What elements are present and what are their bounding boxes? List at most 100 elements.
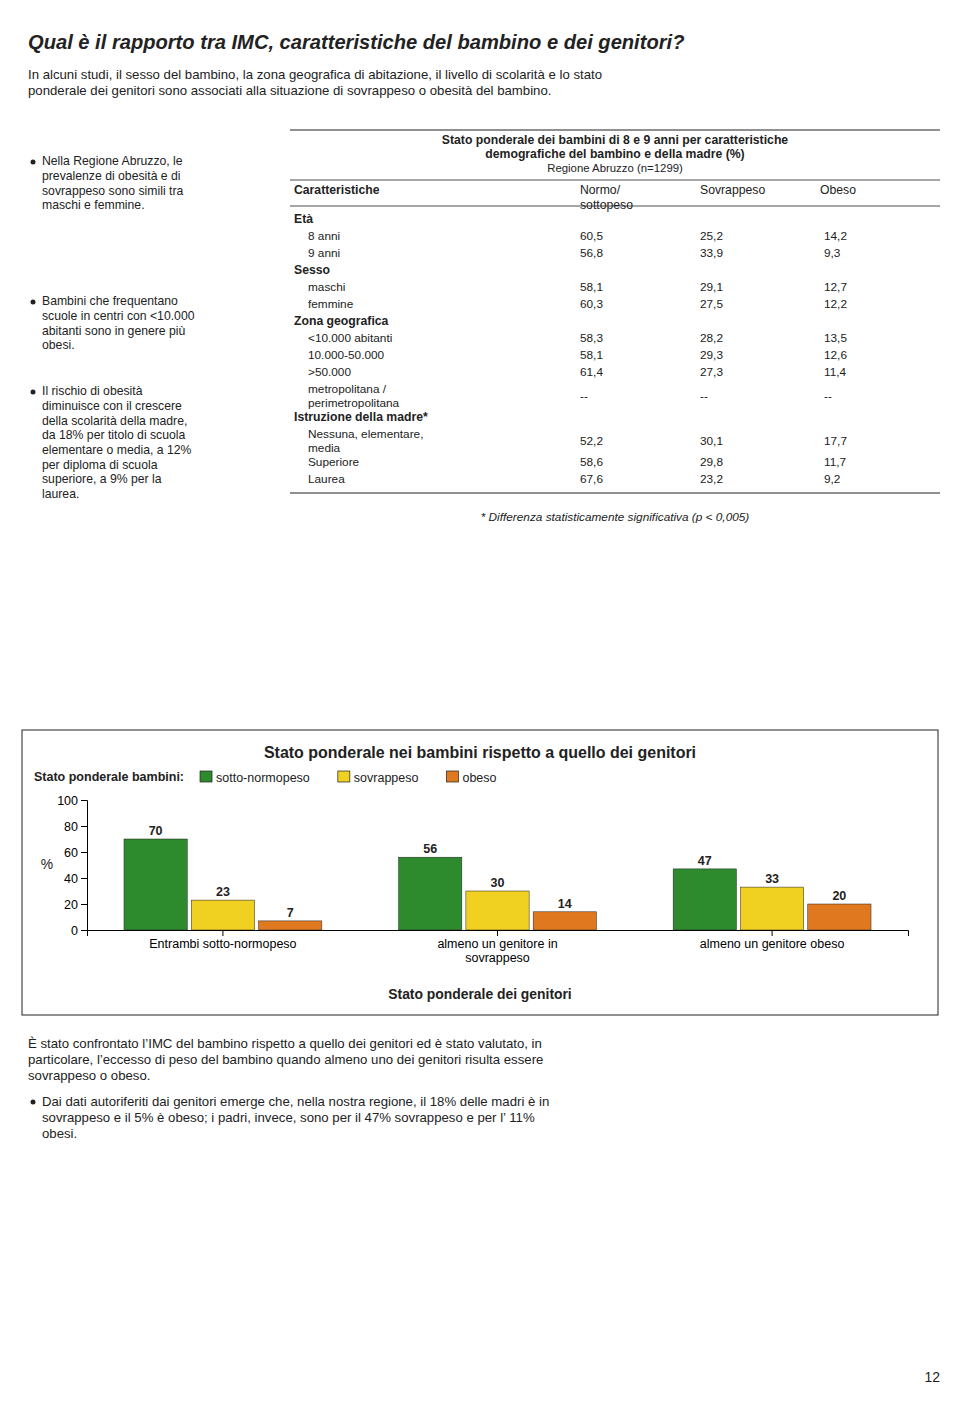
bar bbox=[466, 891, 529, 930]
tick-label: 60 bbox=[64, 846, 78, 860]
footnote-line: * Differenza statisticamente significati… bbox=[481, 510, 750, 524]
bullet-text-line: elementare o media, a 12% bbox=[42, 443, 192, 457]
column-header-line: Sovrappeso bbox=[700, 183, 765, 197]
table-cell-line: 11,4 bbox=[824, 365, 847, 379]
data-label: 7 bbox=[287, 906, 294, 920]
table-cell: 25,2 bbox=[700, 229, 723, 243]
data-label: 14 bbox=[558, 897, 572, 911]
bottom-text-line: È stato confrontato l’IMC del bambino ri… bbox=[28, 1036, 542, 1051]
table-label: Nessuna, elementare,media bbox=[308, 427, 423, 455]
bullet-text: Il rischio di obesitàdiminuisce con il c… bbox=[42, 384, 192, 501]
column-header-line: Obeso bbox=[820, 183, 856, 197]
column-header: Obeso bbox=[820, 183, 856, 197]
table-cell-line: 11,7 bbox=[824, 455, 846, 469]
bottom-bullet-text-line: obesi. bbox=[42, 1126, 77, 1141]
table-cell-line: 56,8 bbox=[580, 246, 603, 260]
tick-mark bbox=[772, 930, 773, 936]
table-cell: 12,6 bbox=[824, 348, 847, 362]
page: Qual è il rapporto tra IMC, caratteristi… bbox=[0, 0, 960, 1401]
table-cell: 9,3 bbox=[824, 246, 841, 260]
table-label: 10.000-50.000 bbox=[308, 348, 385, 362]
data-label: 56 bbox=[423, 842, 437, 856]
tick-mark bbox=[497, 930, 498, 936]
table-cell-line: 12,6 bbox=[824, 348, 847, 362]
bar bbox=[259, 921, 322, 930]
legend-swatch bbox=[200, 771, 212, 782]
bullet-text-line: prevalenze di obesità e di bbox=[42, 169, 181, 183]
table-cell-line: -- bbox=[824, 389, 832, 403]
bullet-text-line: della scolarità della madre, bbox=[42, 414, 187, 428]
data-label: 47 bbox=[698, 854, 712, 868]
intro-text-line: ponderale dei genitori sono associati al… bbox=[28, 83, 551, 98]
x-axis-title-line: Stato ponderale dei genitori bbox=[388, 986, 571, 1002]
tick: 60 bbox=[64, 846, 87, 860]
table-cell-line: 58,6 bbox=[580, 455, 603, 469]
bottom-text-line: particolare, l’eccesso di peso del bambi… bbox=[28, 1052, 543, 1067]
legend-label: obeso bbox=[462, 771, 496, 785]
table-cell: 23,2 bbox=[700, 472, 723, 486]
table-cell-line: 58,1 bbox=[580, 348, 603, 362]
page-title-line: Qual è il rapporto tra IMC, caratteristi… bbox=[28, 31, 684, 53]
table-cell: 58,6 bbox=[580, 455, 603, 469]
column-header-line: sottopeso bbox=[580, 198, 633, 212]
bar bbox=[740, 887, 803, 930]
bullet-text-line: diminuisce con il crescere bbox=[42, 399, 182, 413]
table-cell: 17,7 bbox=[824, 434, 847, 448]
tick-mark bbox=[81, 878, 87, 879]
table-cell-line: 67,6 bbox=[580, 472, 603, 486]
table-cell-line: -- bbox=[580, 389, 588, 403]
tick-mark bbox=[81, 852, 87, 853]
table-cell-line: 27,3 bbox=[700, 365, 723, 379]
column-header: Normo/sottopeso bbox=[580, 183, 633, 212]
table-cell-line: 13,5 bbox=[824, 331, 847, 345]
table-cell: -- bbox=[824, 389, 832, 403]
bullet-text-line: maschi e femmine. bbox=[42, 198, 145, 212]
legend-item: sovrappeso bbox=[338, 771, 419, 785]
table-cell: 11,7 bbox=[824, 455, 846, 469]
table-cell-line: 60,5 bbox=[580, 229, 603, 243]
table-cell: 61,4 bbox=[580, 365, 603, 379]
table-cell: 58,1 bbox=[580, 280, 603, 294]
bullet bbox=[31, 300, 36, 305]
bullet-text-line: laurea. bbox=[42, 487, 79, 501]
bullet-text-line: superiore, a 9% per la bbox=[42, 472, 162, 486]
tick: 20 bbox=[64, 898, 87, 912]
bullet bbox=[31, 1100, 36, 1105]
tick-label: 0 bbox=[71, 924, 78, 938]
bottom-text: È stato confrontato l’IMC del bambino ri… bbox=[28, 1036, 543, 1083]
table-label-line: perimetropolitana bbox=[308, 396, 400, 410]
table-label-line: Superiore bbox=[308, 455, 360, 469]
table-label-line: femmine bbox=[308, 297, 354, 311]
bar bbox=[533, 912, 596, 930]
table-cell: 56,8 bbox=[580, 246, 603, 260]
table-label: >50.000 bbox=[308, 365, 351, 379]
bar bbox=[399, 857, 462, 930]
table-cell: 11,4 bbox=[824, 365, 847, 379]
table-title-line: Stato ponderale dei bambini di 8 e 9 ann… bbox=[442, 133, 788, 147]
table-cell: 12,7 bbox=[824, 280, 847, 294]
tick-label-line: almeno un genitore in bbox=[437, 937, 557, 951]
bottom-text-line: sovrappeso o obeso. bbox=[28, 1068, 150, 1083]
tick: almeno un genitore obeso bbox=[700, 930, 845, 951]
table-section-line: Età bbox=[294, 212, 313, 226]
table-cell: 28,2 bbox=[700, 331, 723, 345]
bar bbox=[191, 900, 254, 930]
legend-label-line: sovrappeso bbox=[354, 771, 419, 785]
table-cell-line: 9,3 bbox=[824, 246, 841, 260]
table-label-line: 10.000-50.000 bbox=[308, 348, 385, 362]
chart-title-line: Stato ponderale nei bambini rispetto a q… bbox=[264, 744, 696, 761]
column-header-line: Caratteristiche bbox=[294, 183, 380, 197]
intro-text-line: In alcuni studi, il sesso del bambino, l… bbox=[28, 67, 602, 82]
bottom-bullet-text: Dai dati autoriferiti dai genitori emerg… bbox=[42, 1094, 549, 1141]
table-cell-line: 28,2 bbox=[700, 331, 723, 345]
table-cell-line: 14,2 bbox=[824, 229, 847, 243]
table-cell: 29,8 bbox=[700, 455, 723, 469]
table-section: Sesso bbox=[294, 263, 330, 277]
tick-mark bbox=[81, 930, 87, 931]
table-cell-line: 30,1 bbox=[700, 434, 723, 448]
bars bbox=[124, 839, 871, 930]
table-cell: 58,3 bbox=[580, 331, 603, 345]
tick-mark bbox=[81, 800, 87, 801]
table-cell: 14,2 bbox=[824, 229, 847, 243]
axis-line bbox=[81, 801, 88, 931]
